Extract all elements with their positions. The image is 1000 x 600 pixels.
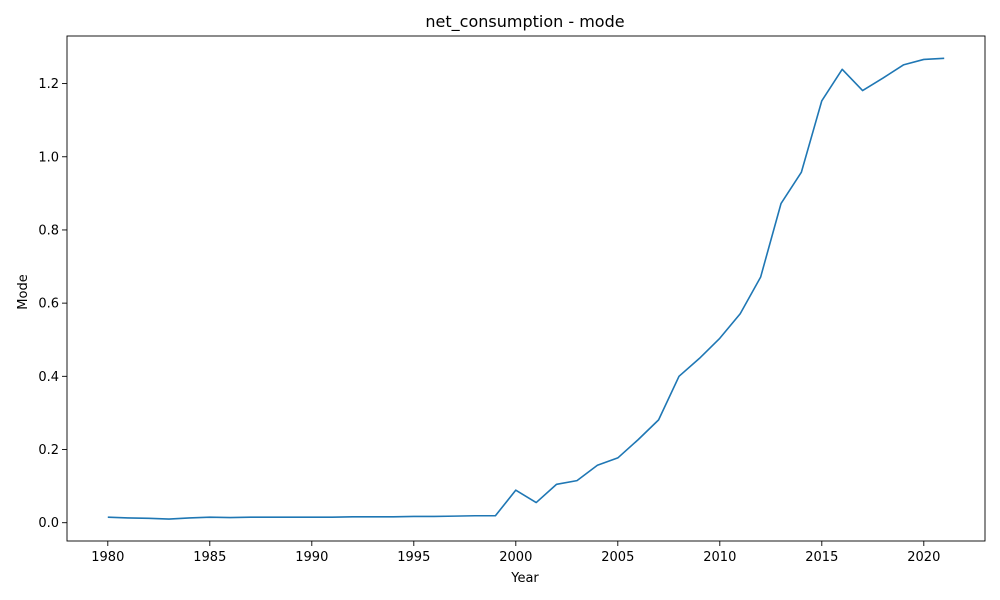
y-tick-label: 0.6 bbox=[38, 297, 59, 312]
plot-frame bbox=[66, 35, 986, 542]
y-axis: 0.0 0.2 0.4 0.6 0.8 1.0 1.2 bbox=[38, 77, 67, 531]
y-tick-label: 0.8 bbox=[38, 223, 59, 238]
x-tick-label: 2020 bbox=[907, 550, 940, 565]
x-tick-label: 1990 bbox=[295, 550, 328, 565]
x-tick-label: 2010 bbox=[703, 550, 736, 565]
y-axis-title: Mode bbox=[16, 274, 31, 309]
chart-title: net_consumption - mode bbox=[425, 12, 624, 32]
x-tick-label: 1980 bbox=[91, 550, 124, 565]
y-tick-label: 1.2 bbox=[38, 77, 59, 92]
x-tick-label: 2000 bbox=[499, 550, 532, 565]
series-line bbox=[107, 57, 945, 520]
x-tick-label: 1985 bbox=[193, 550, 226, 565]
y-tick-label: 0.2 bbox=[38, 443, 59, 458]
y-tick-label: 1.0 bbox=[38, 150, 59, 165]
x-axis: 1980 1985 1990 1995 2000 2005 2010 2015 2020 bbox=[91, 541, 940, 565]
x-tick-label: 1995 bbox=[397, 550, 430, 565]
x-axis-title: Year bbox=[510, 571, 539, 586]
y-tick-label: 0.0 bbox=[38, 516, 59, 531]
x-tick-label: 2005 bbox=[601, 550, 634, 565]
y-tick-label: 0.4 bbox=[38, 370, 59, 385]
x-tick-label: 2015 bbox=[805, 550, 838, 565]
